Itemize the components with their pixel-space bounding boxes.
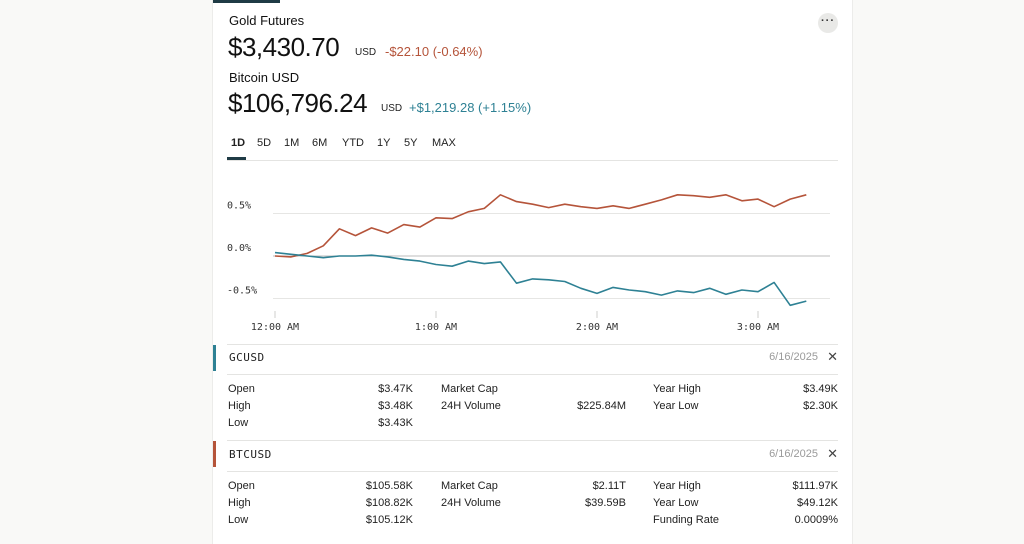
stat-value: $49.12K (797, 497, 838, 509)
stat-value: $3.43K (378, 417, 413, 429)
row-divider (227, 471, 838, 472)
x-tick-label: 1:00 AM (415, 322, 457, 333)
stat-value: $2.11T (592, 480, 626, 492)
stat-label: Low (228, 514, 249, 526)
more-options-button[interactable]: ··· (818, 13, 838, 33)
gcusd-color-bar (213, 345, 216, 371)
stat-value: $3.48K (378, 400, 413, 412)
btc-currency: USD (381, 103, 403, 114)
stat-label: Year High (653, 383, 701, 395)
y-tick-label: -0.5% (227, 286, 257, 297)
top-accent-bar (213, 0, 280, 3)
btc-price: $106,796.24 (228, 88, 368, 118)
btcusd-color-bar (213, 441, 216, 467)
tab-1d[interactable]: 1D (231, 137, 246, 149)
stat-value: $105.58K (365, 480, 413, 492)
gold-currency: USD (355, 47, 377, 58)
tab-5y[interactable]: 5Y (404, 137, 418, 149)
tab-ytd[interactable]: YTD (342, 137, 364, 149)
series-line-gcusd (274, 194, 807, 258)
tab-6m[interactable]: 6M (312, 137, 328, 149)
x-tick-label: 3:00 AM (737, 322, 779, 333)
x-tick-label: 12:00 AM (251, 322, 299, 333)
stat-value: $105.12K (365, 514, 413, 526)
stat-label: 24H Volume (441, 497, 501, 509)
tab-1y[interactable]: 1Y (377, 137, 391, 149)
gold-price: $3,430.70 (228, 32, 340, 62)
stat-value: $108.82K (365, 497, 413, 509)
y-tick-label: 0.5% (227, 201, 251, 212)
series-line-btcusd (274, 251, 807, 307)
stat-label: Year High (653, 480, 701, 492)
stat-label: Market Cap (441, 480, 498, 492)
gcusd-remove-icon[interactable]: ✕ (827, 349, 838, 364)
stat-value: $3.49K (803, 383, 838, 395)
btcusd-date: 6/16/2025 (769, 448, 818, 460)
stat-label: Open (228, 383, 255, 395)
stat-value: 0.0009% (794, 514, 838, 526)
stat-label: Year Low (653, 400, 699, 412)
tab-5d[interactable]: 5D (257, 137, 272, 149)
gcusd-symbol: GCUSD (229, 351, 265, 364)
gcusd-date: 6/16/2025 (769, 351, 818, 363)
btc-name: Bitcoin USD (229, 70, 300, 85)
stat-label: High (228, 400, 251, 412)
stat-label: Market Cap (441, 383, 498, 395)
stat-label: 24H Volume (441, 400, 501, 412)
tab-1m[interactable]: 1M (284, 137, 300, 149)
y-tick-label: 0.0% (227, 243, 251, 254)
btcusd-remove-icon[interactable]: ✕ (827, 446, 838, 461)
stat-label: Year Low (653, 497, 699, 509)
active-tab-indicator (227, 157, 246, 160)
row-divider (227, 374, 838, 375)
stat-value: $225.84M (577, 400, 626, 412)
tabs-divider (227, 160, 838, 161)
gold-change: -$22.10 (-0.64%) (385, 44, 483, 59)
btc-change: +$1,219.28 (+1.15%) (409, 100, 532, 115)
tab-max[interactable]: MAX (432, 137, 456, 149)
stat-label: Funding Rate (653, 514, 720, 526)
btcusd-symbol: BTCUSD (229, 448, 272, 461)
stat-value: $111.97K (792, 480, 838, 492)
stat-value: $3.47K (378, 383, 413, 395)
row-divider (227, 344, 838, 345)
stat-label: Low (228, 417, 249, 429)
comparison-chart: 0.5% 0.0% -0.5% 12:00 AM 1:00 AM 2:00 AM 3:00… (227, 194, 830, 333)
stat-label: High (228, 497, 251, 509)
stat-label: Open (228, 480, 255, 492)
quote-card: ··· Gold Futures $3,430.70 USD -$22.10 (… (212, 0, 853, 544)
gold-name: Gold Futures (229, 13, 305, 28)
stat-value: $39.59B (585, 497, 626, 509)
row-divider (227, 440, 838, 441)
x-tick-label: 2:00 AM (576, 322, 618, 333)
stat-value: $2.30K (803, 400, 838, 412)
